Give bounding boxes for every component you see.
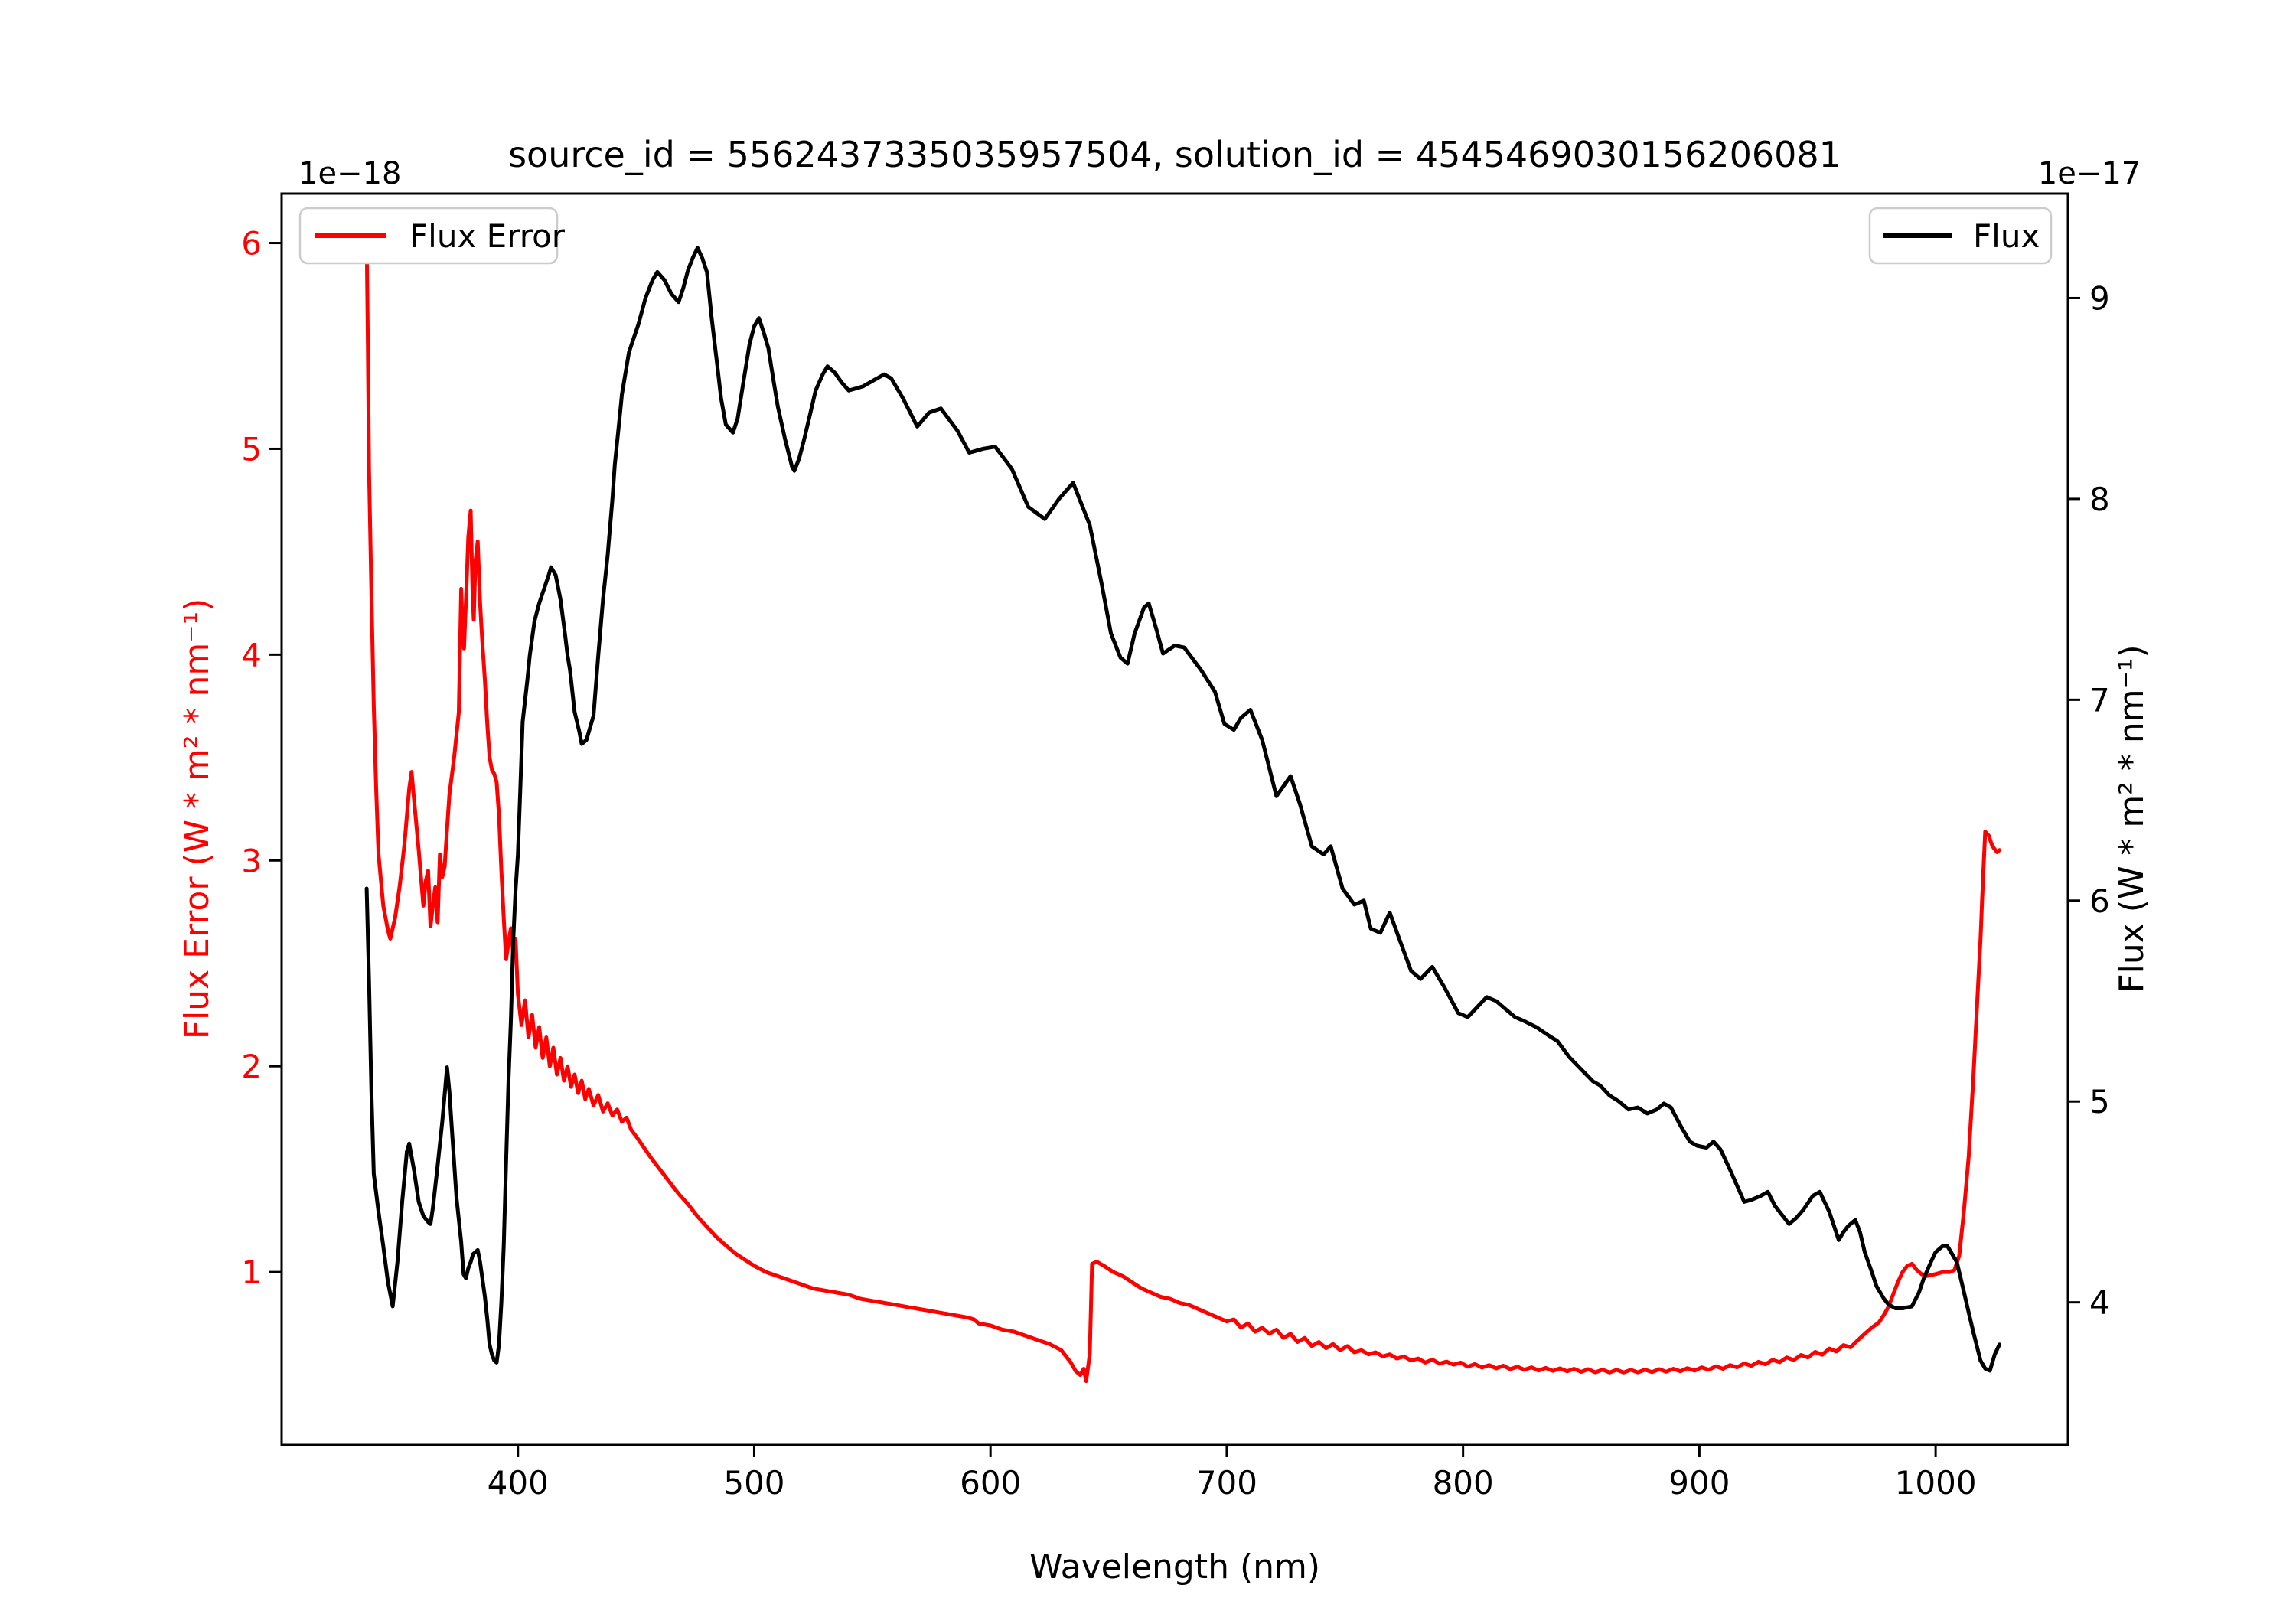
legend-flux: Flux (1868, 207, 2053, 265)
right-y-axis-ticks: 4 5 6 7 8 9 (2068, 279, 2110, 1322)
left-tick-label: 4 (241, 636, 262, 673)
right-y-axis-label: Flux (W * m² * nm⁻¹) (2112, 644, 2151, 993)
right-tick-label: 7 (2089, 681, 2110, 719)
left-tick-label: 1 (241, 1254, 262, 1291)
left-tick-label: 5 (241, 430, 262, 468)
left-tick-label: 3 (241, 842, 262, 879)
x-axis-label: Wavelength (nm) (1029, 1547, 1320, 1587)
x-axis-ticks: 400 500 600 700 800 900 1000 (488, 1445, 1977, 1502)
right-tick-label: 8 (2089, 481, 2110, 518)
x-tick-label: 800 (1433, 1464, 1494, 1502)
left-offset-text: 1e−18 (298, 156, 401, 191)
x-tick-label: 1000 (1895, 1464, 1977, 1502)
right-offset-text: 1e−17 (2038, 156, 2141, 191)
legend-flux-box (1868, 207, 2053, 265)
flux-line (364, 246, 2001, 1373)
legend-flux-label: Flux (1973, 217, 2040, 255)
left-tick-label: 6 (241, 225, 262, 263)
right-tick-label: 9 (2089, 279, 2110, 317)
legend-flux-error: Flux Error (298, 207, 566, 265)
left-tick-label: 2 (241, 1048, 262, 1085)
right-tick-label: 5 (2089, 1083, 2110, 1120)
plot-frame (280, 192, 2069, 1446)
right-tick-label: 4 (2089, 1284, 2110, 1322)
x-tick-label: 900 (1668, 1464, 1730, 1502)
x-tick-label: 700 (1196, 1464, 1257, 1502)
legend-flux-error-label: Flux Error (409, 217, 566, 255)
x-tick-label: 600 (960, 1464, 1021, 1502)
left-y-axis-ticks: 1 2 3 4 5 6 (241, 225, 282, 1291)
x-tick-label: 400 (488, 1464, 549, 1502)
right-tick-label: 6 (2089, 882, 2110, 920)
chart-title: source_id = 5562437335035957504, solutio… (508, 134, 1841, 175)
x-tick-label: 500 (723, 1464, 784, 1502)
flux-error-line (364, 235, 2001, 1384)
left-y-axis-label: Flux Error (W * m² * nm⁻¹) (178, 598, 217, 1040)
legend-flux-error-box (298, 207, 559, 265)
